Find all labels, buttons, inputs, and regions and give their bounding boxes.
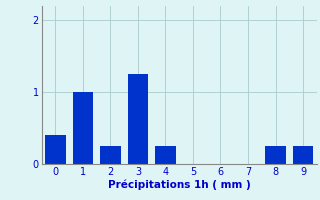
Bar <box>155 146 176 164</box>
Bar <box>73 92 93 164</box>
X-axis label: Précipitations 1h ( mm ): Précipitations 1h ( mm ) <box>108 180 251 190</box>
Bar <box>265 146 286 164</box>
Bar <box>128 74 148 164</box>
Bar <box>100 146 121 164</box>
Bar <box>293 146 313 164</box>
Bar <box>45 135 66 164</box>
